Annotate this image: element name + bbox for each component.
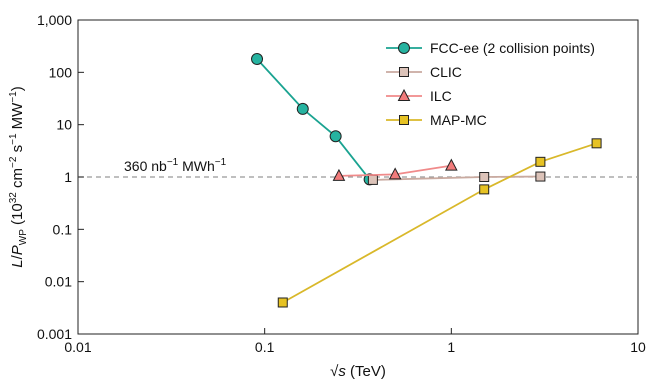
x-tick-label: 0.1: [255, 339, 275, 355]
data-point: [479, 172, 490, 182]
series-1: [367, 171, 546, 185]
series-group: [251, 52, 602, 308]
legend-item: CLIC: [386, 64, 462, 80]
data-point: [388, 167, 402, 180]
x-tick-label: 10: [630, 339, 646, 355]
data-point: [479, 184, 490, 195]
series-0: [251, 52, 376, 186]
reference-line-label: 360 nb−1 MWh−1: [124, 157, 227, 174]
x-tick-label: 1: [447, 339, 455, 355]
legend-label: MAP-MC: [430, 112, 487, 128]
legend-label: CLIC: [430, 64, 462, 80]
data-point: [329, 130, 342, 143]
data-point: [445, 158, 458, 171]
legend-label: ILC: [430, 88, 452, 104]
series-3: [277, 138, 602, 308]
legend-item: MAP-MC: [386, 112, 487, 128]
legend-marker: [398, 42, 410, 54]
data-point: [367, 174, 378, 185]
data-point: [535, 156, 546, 167]
y-tick-label: 1,000: [37, 12, 72, 28]
legend-marker: [399, 115, 409, 125]
legend-marker: [399, 67, 409, 77]
legend: FCC-ee (2 collision points) CLIC ILC MAP-MC: [386, 40, 595, 128]
data-point: [535, 171, 546, 182]
y-tick-label: 0.01: [45, 274, 72, 290]
y-axis-label: L/PWP (1032 cm−2 s−1 MW−1): [8, 86, 29, 268]
data-point: [332, 168, 346, 181]
series-line: [282, 142, 597, 304]
data-point: [296, 102, 309, 115]
y-tick-label: 0.1: [53, 221, 73, 237]
series-line: [256, 58, 371, 180]
legend-item: FCC-ee (2 collision points): [386, 40, 595, 56]
y-tick-label: 10: [56, 117, 72, 133]
x-axis-label: √s (TeV): [330, 363, 386, 380]
y-tick-label: 100: [49, 64, 73, 80]
legend-label: FCC-ee (2 collision points): [430, 40, 595, 56]
data-point: [277, 297, 288, 308]
y-tick-label: 1: [64, 169, 72, 185]
series-2: [332, 158, 458, 181]
y-tick-label: 0.001: [37, 326, 72, 342]
data-point: [251, 52, 264, 65]
data-point: [591, 138, 602, 149]
legend-item: ILC: [386, 88, 452, 104]
legend-marker: [397, 88, 411, 101]
x-tick-label: 0.01: [64, 339, 91, 355]
